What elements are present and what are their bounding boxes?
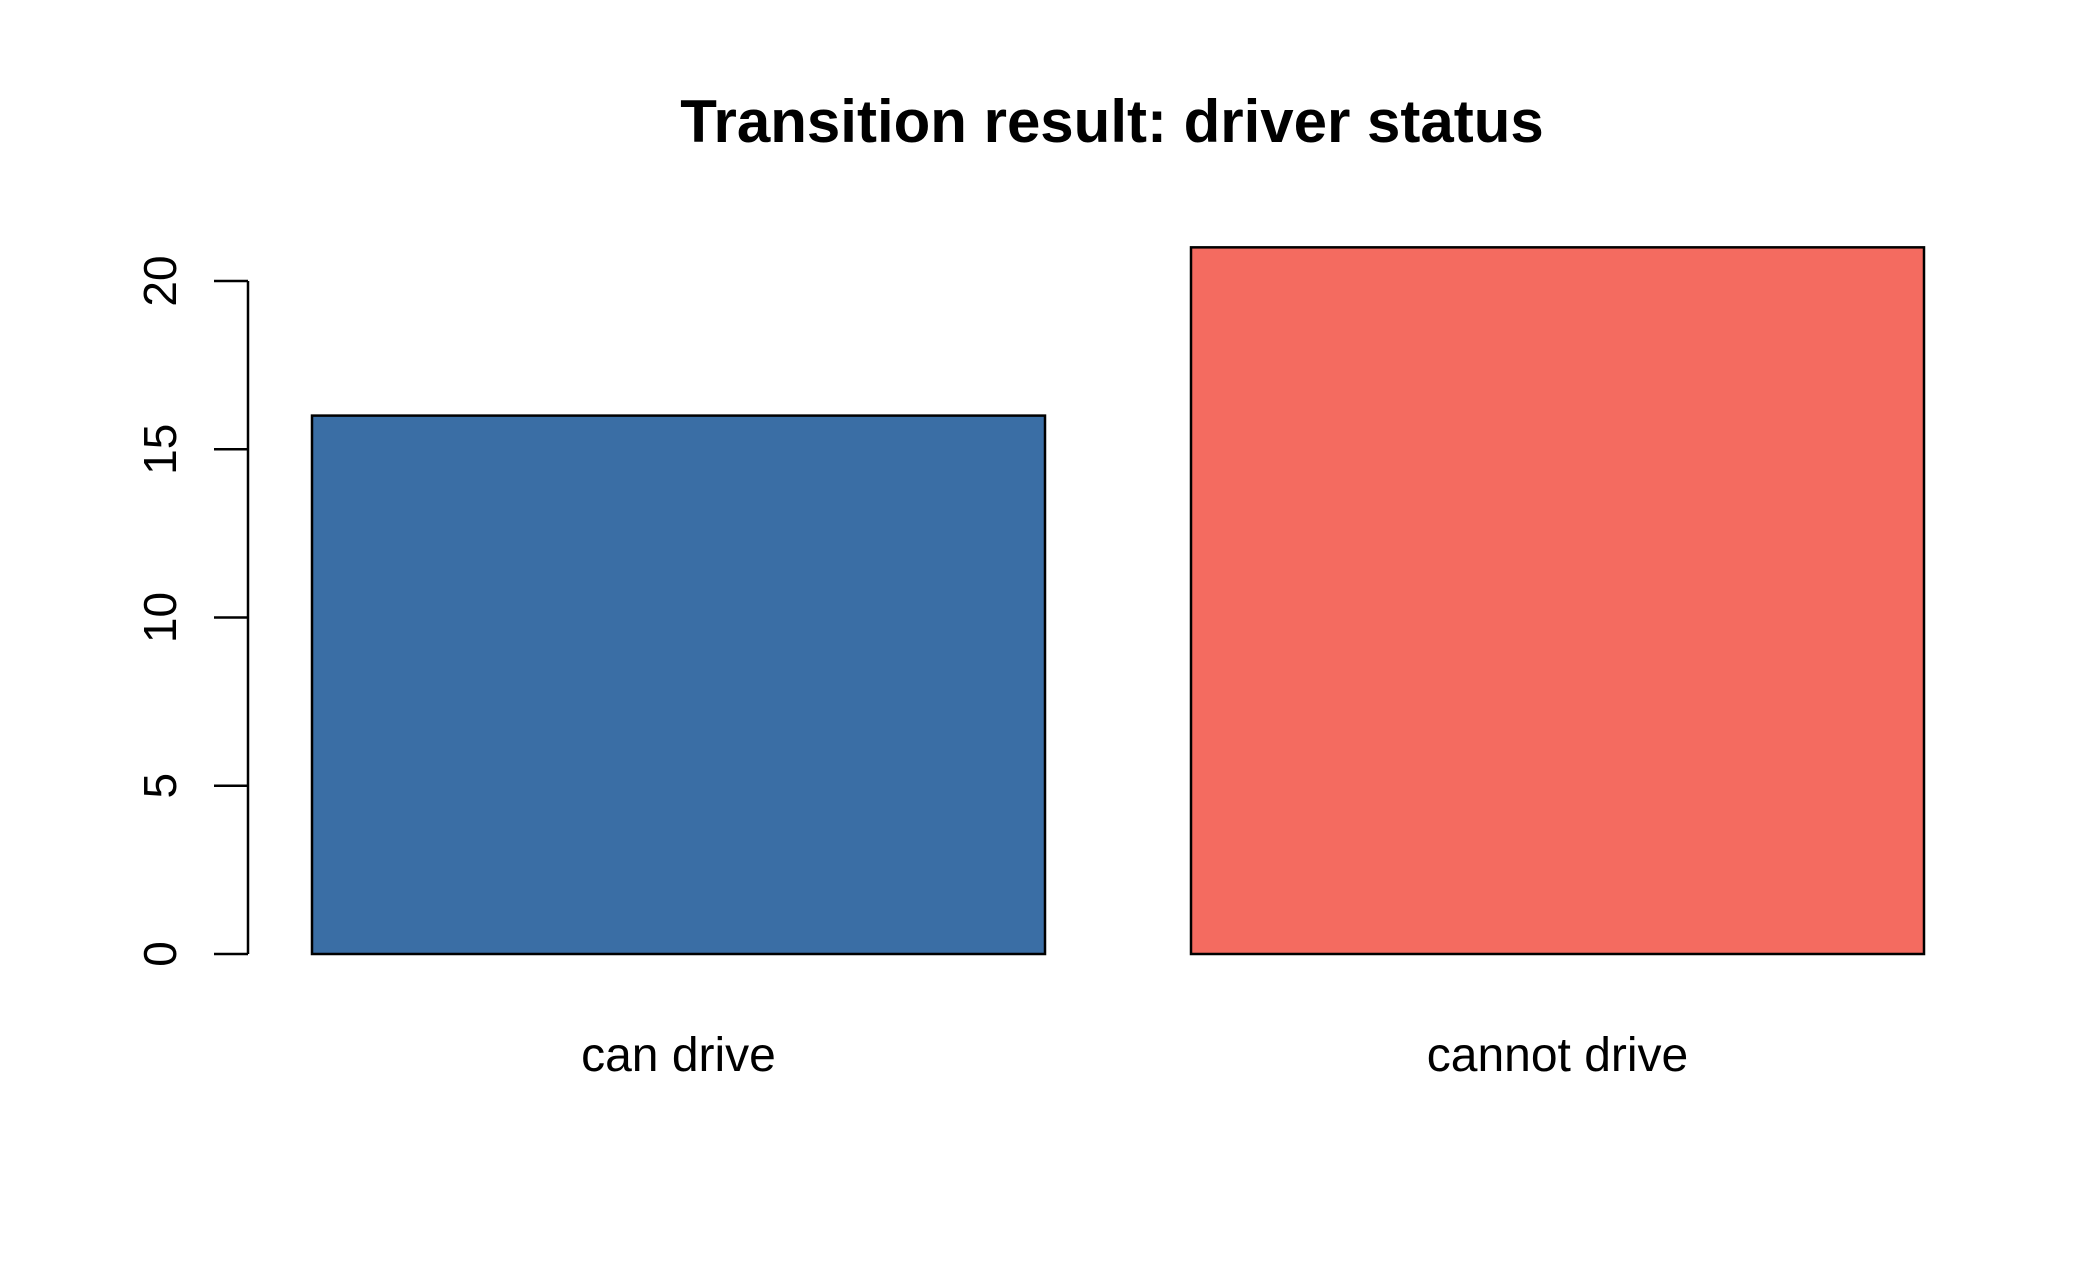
x-axis-labels: can drive cannot drive xyxy=(581,1029,1688,1082)
chart-title: Transition result: driver status xyxy=(680,88,1544,155)
x-category-label: can drive xyxy=(581,1029,776,1082)
bars-group xyxy=(310,246,1926,956)
y-tick-label: 20 xyxy=(134,255,186,306)
y-tick-label: 5 xyxy=(134,773,186,799)
y-tick-label: 10 xyxy=(134,592,186,643)
y-tick-label: 0 xyxy=(134,941,186,967)
bar-cannot-drive xyxy=(1189,246,1926,956)
x-category-label: cannot drive xyxy=(1427,1029,1689,1082)
y-axis: 0 5 10 15 20 xyxy=(134,255,250,967)
bar-can-drive xyxy=(310,414,1047,956)
y-tick-label: 15 xyxy=(134,424,186,475)
